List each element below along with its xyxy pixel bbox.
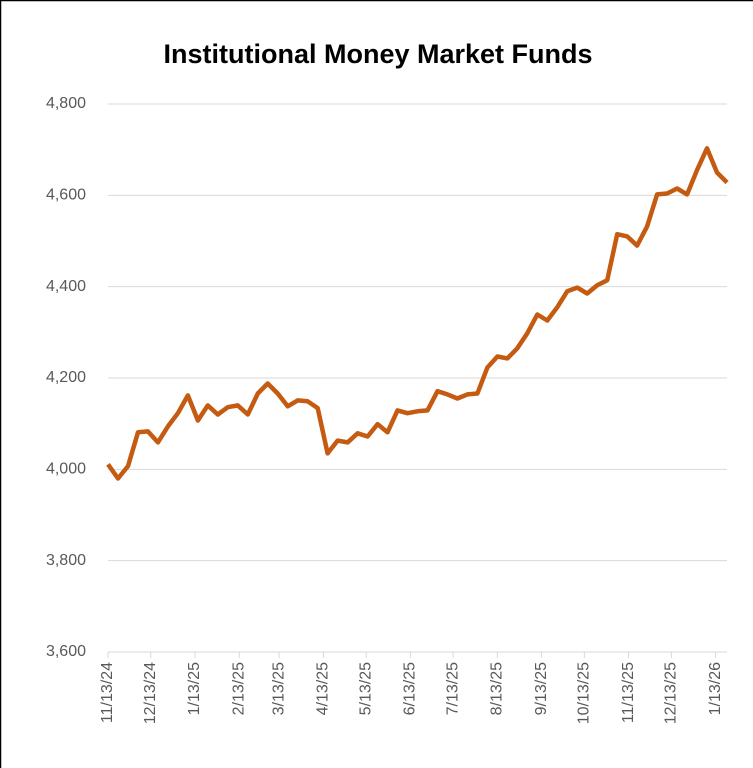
y-tick-label: 4,800 bbox=[46, 95, 86, 112]
y-tick-label: 4,000 bbox=[46, 461, 86, 478]
x-tick-label: 9/13/25 bbox=[533, 662, 550, 715]
y-tick-label: 3,800 bbox=[46, 552, 86, 569]
x-tick-label: 10/13/25 bbox=[576, 662, 593, 724]
x-tick-label: 11/13/24 bbox=[99, 662, 116, 723]
x-tick-label: 7/13/25 bbox=[444, 662, 461, 715]
x-tick-label: 8/13/25 bbox=[489, 662, 506, 715]
y-tick-label: 4,400 bbox=[46, 278, 86, 295]
y-tick-label: 3,600 bbox=[46, 643, 86, 660]
chart-title: Institutional Money Market Funds bbox=[163, 39, 592, 69]
x-tick-label: 1/13/25 bbox=[186, 662, 203, 715]
x-tick-label: 4/13/25 bbox=[315, 662, 332, 715]
x-tick-label: 12/13/24 bbox=[142, 662, 159, 724]
x-tick-label: 3/13/25 bbox=[270, 662, 287, 715]
y-tick-label: 4,600 bbox=[46, 187, 86, 204]
y-tick-label: 4,200 bbox=[46, 369, 86, 386]
x-tick-label: 2/13/25 bbox=[230, 662, 247, 715]
x-tick-label: 1/13/26 bbox=[707, 662, 724, 715]
x-tick-label: 5/13/25 bbox=[357, 662, 374, 715]
x-tick-label: 11/13/25 bbox=[620, 662, 637, 723]
x-tick-label: 12/13/25 bbox=[663, 662, 680, 724]
data-line bbox=[106, 146, 729, 481]
x-tick-label: 6/13/25 bbox=[402, 662, 419, 715]
